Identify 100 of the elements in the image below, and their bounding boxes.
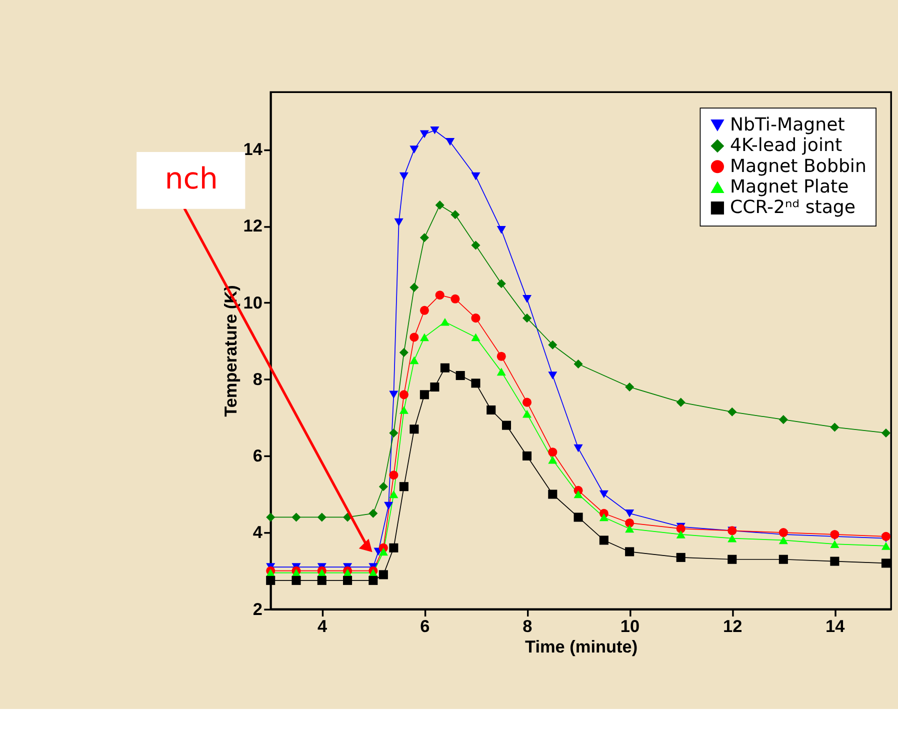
point xyxy=(548,340,558,350)
point xyxy=(496,279,506,288)
point xyxy=(399,390,408,400)
x-tick-label: 12 xyxy=(722,616,742,636)
point xyxy=(399,406,408,414)
point xyxy=(496,352,506,361)
point xyxy=(625,524,634,533)
point xyxy=(881,542,890,550)
point xyxy=(389,543,398,552)
point xyxy=(292,576,301,585)
point xyxy=(548,456,558,464)
point xyxy=(389,390,398,399)
point xyxy=(410,282,419,292)
point xyxy=(420,306,429,315)
point xyxy=(389,428,398,438)
point xyxy=(496,368,506,376)
y-tick-label: 6 xyxy=(252,446,262,466)
point xyxy=(471,333,480,342)
point xyxy=(625,547,634,556)
x-axis-title: Time (minute) xyxy=(525,636,638,657)
point xyxy=(471,378,480,388)
point xyxy=(450,210,460,220)
legend-label: CCR-2ⁿᵈ stage xyxy=(730,197,856,218)
point xyxy=(830,422,840,432)
point xyxy=(399,482,408,492)
point xyxy=(574,512,583,522)
point xyxy=(410,424,419,434)
y-tick-label: 4 xyxy=(252,522,263,542)
point xyxy=(676,552,686,562)
point xyxy=(471,172,480,180)
point xyxy=(599,490,608,498)
point xyxy=(368,508,378,518)
point xyxy=(430,126,440,134)
point xyxy=(446,138,455,146)
point xyxy=(728,534,737,542)
point xyxy=(368,576,378,585)
point xyxy=(399,172,408,180)
point xyxy=(625,518,634,528)
point xyxy=(778,415,788,424)
y-tick-label: 12 xyxy=(243,216,262,236)
point xyxy=(410,146,419,154)
point xyxy=(384,502,394,510)
point xyxy=(522,314,532,323)
point xyxy=(574,360,583,369)
point xyxy=(389,490,398,498)
legend-label: Magnet Plate xyxy=(730,176,849,198)
point xyxy=(676,524,686,534)
legend-label: NbTi-Magnet xyxy=(730,114,845,136)
x-tick-label: 14 xyxy=(826,616,846,636)
point xyxy=(292,512,301,522)
point xyxy=(548,490,558,499)
legend-label: Magnet Bobbin xyxy=(730,156,866,177)
point xyxy=(496,226,506,234)
point xyxy=(410,332,419,342)
point xyxy=(778,554,788,564)
point xyxy=(430,382,440,392)
point xyxy=(881,428,890,438)
point xyxy=(378,570,388,580)
point xyxy=(522,410,532,418)
point xyxy=(450,294,460,304)
y-tick-label: 14 xyxy=(243,139,263,160)
point xyxy=(456,371,465,380)
point xyxy=(420,233,429,242)
point xyxy=(378,482,388,492)
x-tick-label: 6 xyxy=(420,616,430,636)
point xyxy=(471,240,480,250)
point xyxy=(394,218,404,226)
point xyxy=(676,530,686,538)
point xyxy=(522,451,532,460)
point xyxy=(389,470,398,480)
annotation: nch xyxy=(164,162,218,196)
point xyxy=(266,576,276,585)
point xyxy=(343,576,352,585)
point xyxy=(440,363,450,372)
point xyxy=(522,295,532,303)
point xyxy=(378,548,388,556)
point xyxy=(548,372,558,380)
point xyxy=(574,490,583,498)
point xyxy=(625,382,634,392)
y-tick-label: 10 xyxy=(243,292,262,312)
point xyxy=(410,356,419,364)
y-tick-label: 8 xyxy=(252,368,263,389)
point xyxy=(522,398,532,407)
legend-label: 4K-lead joint xyxy=(730,135,842,156)
y-tick-label: 2 xyxy=(252,598,262,619)
point xyxy=(881,532,890,541)
x-tick-label: 10 xyxy=(620,616,640,636)
point xyxy=(486,405,496,415)
point xyxy=(548,448,558,457)
point xyxy=(574,444,583,452)
point xyxy=(599,513,608,522)
point xyxy=(830,530,840,539)
point xyxy=(881,558,890,568)
point xyxy=(435,290,444,300)
point xyxy=(830,556,840,566)
point xyxy=(502,420,512,430)
point xyxy=(420,333,429,342)
point xyxy=(830,540,840,548)
point xyxy=(420,390,429,400)
x-tick-label: 8 xyxy=(522,616,533,636)
